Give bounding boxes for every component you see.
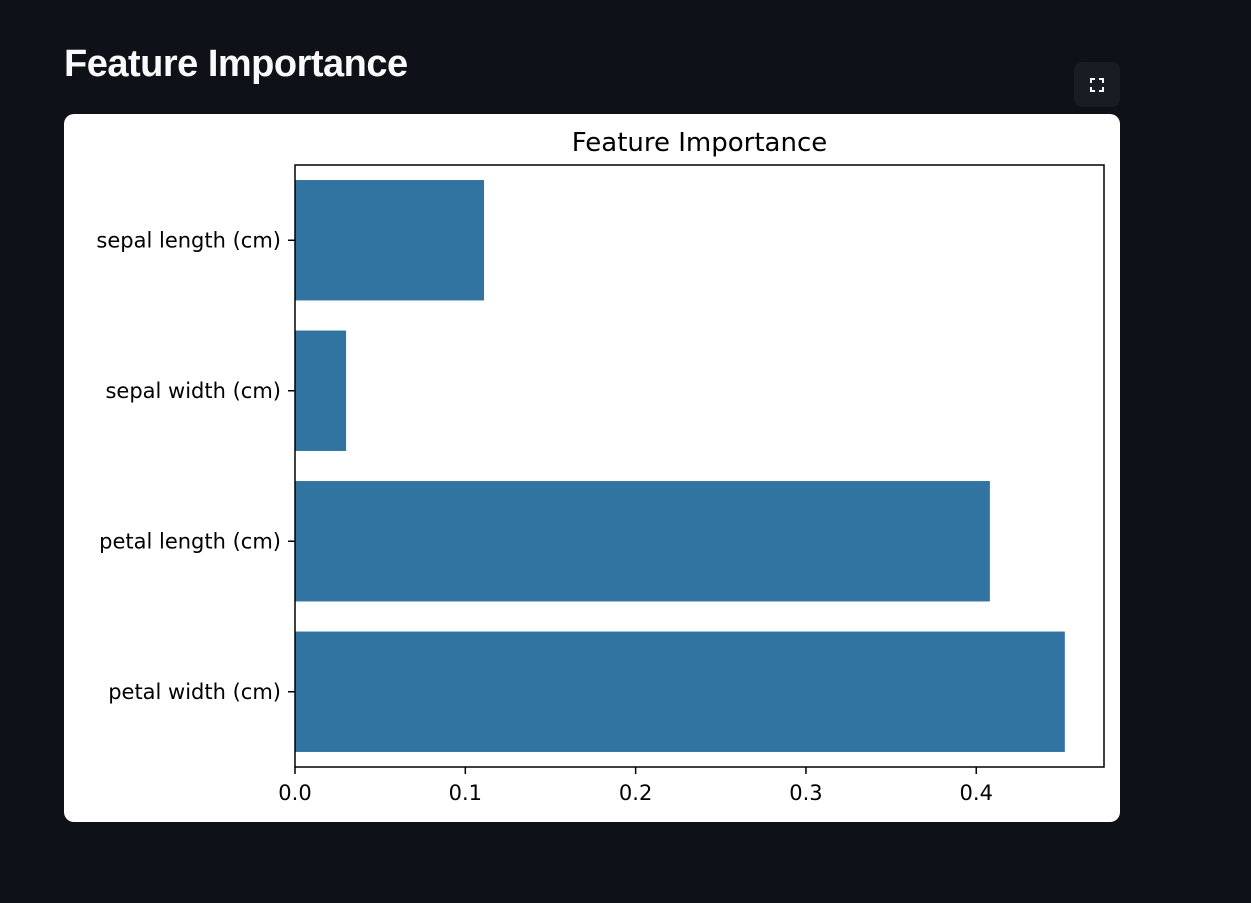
y-tick-label: petal length (cm): [99, 529, 281, 553]
feature-importance-chart: Feature Importance sepal length (cm) sepa…: [96, 128, 1105, 805]
x-tick-label: 0.2: [619, 781, 652, 805]
page-title: Feature Importance: [64, 43, 408, 85]
bar-2: [295, 481, 990, 602]
fullscreen-expand-icon: [1090, 77, 1104, 92]
y-tick-label: sepal width (cm): [105, 379, 281, 403]
fullscreen-button[interactable]: [1074, 62, 1120, 107]
bar-0: [295, 180, 485, 301]
chart-card: Feature Importance sepal length (cm) sepa…: [64, 114, 1120, 822]
x-tick-label: 0.0: [278, 781, 311, 805]
plot-frame: [294, 164, 1105, 768]
bar-1: [295, 330, 347, 451]
y-tick-label: sepal length (cm): [96, 228, 281, 252]
x-tick-label: 0.3: [789, 781, 822, 805]
x-tick-label: 0.4: [960, 781, 993, 805]
bar-3: [295, 631, 1065, 752]
y-tick-label: petal width (cm): [108, 680, 281, 704]
x-tick-label: 0.1: [449, 781, 482, 805]
chart-title: Feature Importance: [572, 128, 828, 158]
